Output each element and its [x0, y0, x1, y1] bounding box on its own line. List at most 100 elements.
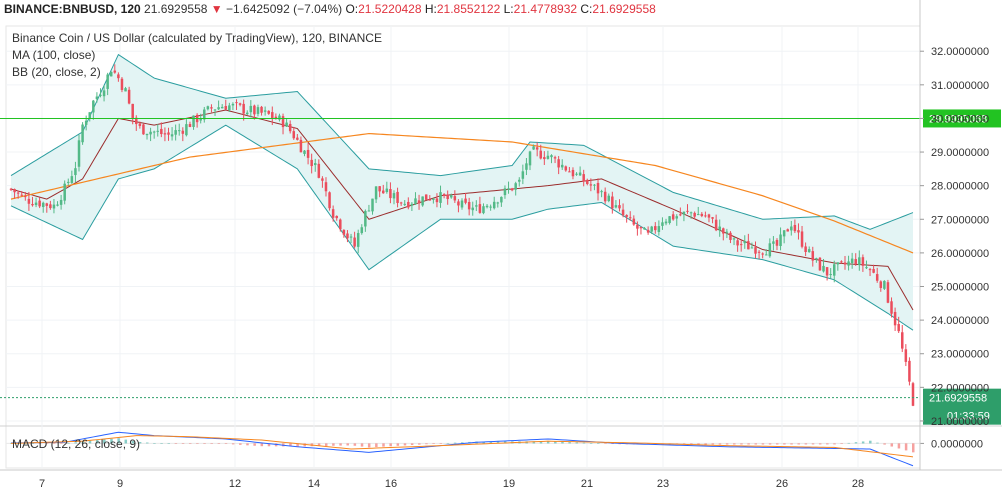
macd-histogram-bar: [833, 443, 836, 445]
candle-body: [271, 112, 274, 119]
candle-body: [396, 191, 399, 203]
candle-body: [285, 122, 288, 127]
candle-body: [625, 214, 628, 217]
candle-body: [217, 107, 220, 110]
symbol-header: BINANCE:BNBUSD, 120 21.6929558 ▼ −1.6425…: [4, 2, 656, 16]
macd-histogram-bar: [690, 443, 693, 445]
candle-body: [106, 74, 109, 89]
candle-body: [557, 159, 560, 168]
candle-body: [263, 110, 267, 112]
candle-body: [203, 109, 206, 120]
legend-bb[interactable]: BB (20, close, 2): [12, 65, 101, 79]
candle-body: [34, 202, 38, 206]
macd-histogram-bar: [360, 443, 364, 447]
candle-body: [74, 168, 77, 176]
macd-histogram-bar: [367, 443, 371, 448]
candle-body: [213, 109, 217, 111]
candle-body: [306, 149, 310, 158]
candle-body: [9, 188, 13, 190]
candle-body: [152, 131, 156, 133]
candle-body: [675, 216, 679, 219]
candle-body: [138, 123, 142, 126]
macd-histogram-bar: [453, 442, 457, 444]
x-tick-label: 26: [776, 478, 788, 490]
candle-body: [278, 115, 281, 120]
candle-body: [528, 151, 532, 166]
candle-body: [714, 219, 718, 231]
candle-body: [142, 124, 145, 135]
macd-histogram-bar: [24, 443, 27, 444]
macd-histogram-bar: [890, 443, 894, 447]
macd-histogram-bar: [253, 443, 256, 446]
candle-body: [228, 105, 231, 111]
candle-body: [113, 70, 117, 73]
macd-histogram-bar: [131, 441, 135, 444]
candle-body: [754, 247, 757, 254]
candle-body: [403, 203, 406, 205]
candle-body: [614, 205, 618, 208]
macd-histogram-bar: [697, 443, 700, 445]
candle-body: [224, 106, 228, 110]
bb-fill: [11, 54, 913, 331]
macd-histogram-bar: [883, 443, 886, 445]
macd-histogram-bar: [117, 438, 120, 444]
bollinger-bands: [10, 53, 914, 331]
candles: [9, 64, 915, 407]
low-value: 21.4778932: [513, 2, 578, 16]
candle-body: [904, 349, 908, 362]
candle-body: [439, 192, 442, 203]
candle-body: [586, 179, 589, 184]
candle-body: [281, 116, 285, 128]
macd-histogram-bar: [754, 443, 758, 445]
candle-body: [636, 224, 639, 229]
candle-body: [127, 89, 131, 104]
candle-body: [822, 265, 825, 272]
candle-body: [507, 188, 510, 190]
candle-body: [886, 282, 890, 303]
macd-histogram-bar: [267, 443, 271, 447]
macd-histogram-bar: [589, 443, 593, 444]
candle-body: [603, 191, 607, 202]
macd-histogram-bar: [826, 443, 829, 445]
low-label: L:: [503, 2, 514, 16]
candle-body: [593, 184, 596, 186]
candle-body: [503, 188, 507, 196]
legend-ma[interactable]: MA (100, close): [12, 48, 96, 62]
macd-histogram-bar: [847, 442, 851, 444]
macd-histogram-bar: [747, 443, 750, 445]
candle-body: [296, 137, 299, 140]
candle-body: [407, 201, 410, 208]
x-tick-label: 19: [503, 478, 515, 490]
macd-histogram-bar: [489, 441, 493, 444]
macd-histogram-bar: [110, 438, 113, 444]
macd-histogram-bar: [260, 443, 264, 447]
candle-body: [664, 221, 668, 224]
candle-body: [24, 196, 27, 198]
x-tick-label: 9: [117, 478, 123, 490]
candle-body: [45, 203, 49, 206]
candle-body: [457, 201, 460, 206]
macd-histogram-bar: [768, 443, 772, 445]
x-tick-label: 14: [308, 478, 320, 490]
close-value: 21.6929558: [592, 2, 656, 16]
candle-body: [736, 240, 739, 246]
candle-body: [596, 182, 600, 194]
countdown-label: 01:33:59: [947, 411, 990, 423]
candle-body: [639, 226, 643, 229]
candle-body: [879, 281, 883, 288]
candle-body: [743, 241, 747, 244]
candle-body: [908, 360, 911, 382]
macd-histogram-bar: [146, 442, 149, 444]
candle-body: [650, 226, 653, 232]
macd-histogram-bar: [339, 443, 342, 446]
candle-body: [764, 254, 768, 256]
candle-body: [628, 217, 632, 219]
macd-histogram-bar: [403, 443, 407, 446]
candle-body: [804, 246, 807, 253]
macd-histogram-bar: [31, 443, 34, 444]
ma-100-line: [10, 132, 914, 254]
legend-macd[interactable]: MACD (12, 26, close, 9): [12, 437, 141, 451]
candle-body: [267, 110, 270, 114]
candle-body: [353, 237, 356, 247]
